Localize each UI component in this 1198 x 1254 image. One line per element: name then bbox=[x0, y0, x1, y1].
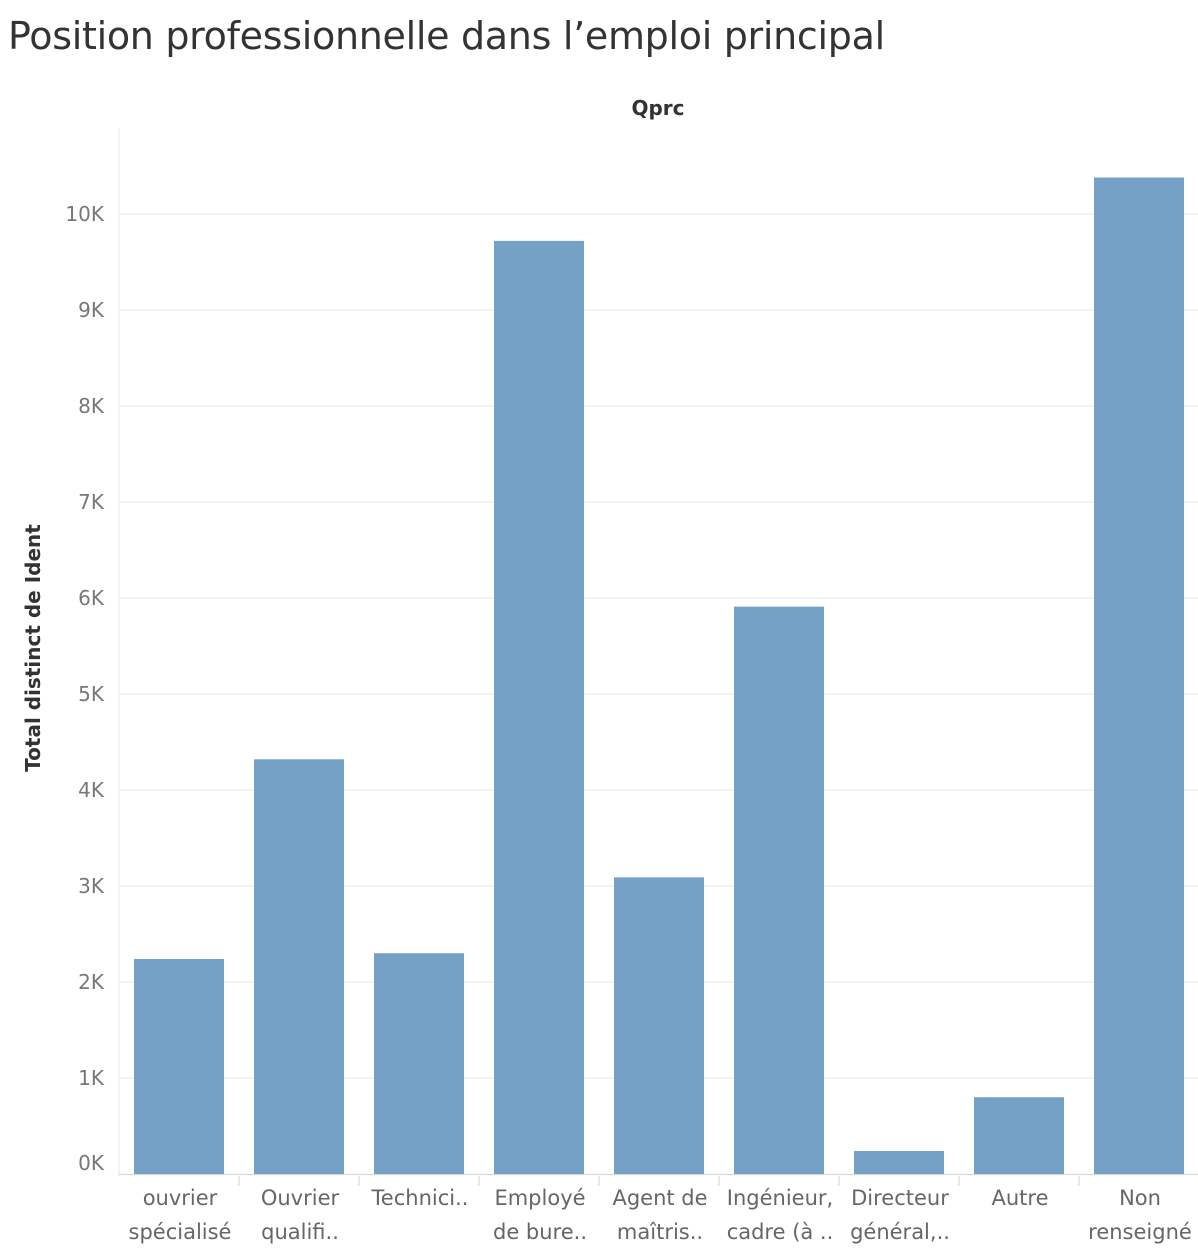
x-category-label-line: spécialisé bbox=[129, 1220, 232, 1244]
x-category-label-line: Autre bbox=[991, 1186, 1048, 1210]
y-tick-label: 4K bbox=[78, 778, 105, 802]
x-category-label: Directeur général,.. bbox=[850, 1186, 950, 1244]
bar bbox=[494, 240, 584, 1174]
x-category-label: Employé de bure.. bbox=[493, 1186, 587, 1244]
y-tick-label: 6K bbox=[78, 586, 105, 610]
column-header: Qprc bbox=[631, 96, 684, 120]
y-axis-title: Total distinct de Ident bbox=[21, 524, 45, 772]
y-tick-label: 7K bbox=[78, 490, 105, 514]
chart-title: Position professionnelle dans l’emploi p… bbox=[8, 14, 885, 58]
bar bbox=[1094, 177, 1184, 1174]
y-tick-label: 1K bbox=[78, 1066, 105, 1090]
x-category-label-line: cadre (à .. bbox=[727, 1220, 834, 1244]
y-tick-labels: 0K 1K 2K 3K 4K 5K 6K 7K 8K 9K 10K bbox=[65, 202, 104, 1175]
bar bbox=[614, 877, 704, 1174]
bar bbox=[974, 1097, 1064, 1174]
x-category-label: Agent de maîtris.. bbox=[612, 1186, 707, 1244]
y-tick-label: 8K bbox=[78, 394, 105, 418]
x-category-label-line: Employé bbox=[494, 1186, 585, 1210]
x-category-label-line: Ouvrier bbox=[261, 1186, 340, 1210]
x-category-label-line: Non bbox=[1119, 1186, 1161, 1210]
x-category-label: ouvrier spécialisé bbox=[129, 1186, 232, 1244]
x-category-label-line: Ingénieur, bbox=[727, 1186, 833, 1210]
bar bbox=[134, 958, 224, 1174]
y-tick-label: 2K bbox=[78, 970, 105, 994]
bar bbox=[854, 1150, 944, 1174]
x-category-label-line: qualifi.. bbox=[261, 1220, 339, 1244]
x-category-label-line: ouvrier bbox=[143, 1186, 218, 1210]
x-category-label: Ouvrier qualifi.. bbox=[261, 1186, 340, 1244]
y-tick-label: 5K bbox=[78, 682, 105, 706]
y-tick-label: 3K bbox=[78, 874, 105, 898]
y-tick-label: 0K bbox=[78, 1151, 105, 1175]
bar bbox=[254, 759, 344, 1174]
axes bbox=[118, 128, 1198, 1186]
bar bbox=[734, 606, 824, 1174]
x-category-label-line: Technici.. bbox=[371, 1186, 469, 1210]
x-category-label-line: de bure.. bbox=[493, 1220, 587, 1244]
x-category-label-line: Directeur bbox=[851, 1186, 949, 1210]
x-category-labels: ouvrier spécialisé Ouvrier qualifi.. Technic… bbox=[129, 1186, 1192, 1244]
y-tick-label: 9K bbox=[78, 298, 105, 322]
x-category-label: Non renseigné bbox=[1088, 1186, 1192, 1244]
x-category-label: Autre bbox=[991, 1186, 1048, 1210]
x-category-label-line: général,.. bbox=[850, 1220, 950, 1244]
x-category-label-line: maîtris.. bbox=[617, 1220, 703, 1244]
bars bbox=[134, 177, 1184, 1174]
bar bbox=[374, 953, 464, 1174]
x-category-label: Ingénieur, cadre (à .. bbox=[727, 1186, 834, 1244]
x-category-label-line: Agent de bbox=[612, 1186, 707, 1210]
x-category-label: Technici.. bbox=[371, 1186, 469, 1210]
y-tick-label: 10K bbox=[65, 202, 104, 226]
x-category-label-line: renseigné bbox=[1088, 1220, 1192, 1244]
